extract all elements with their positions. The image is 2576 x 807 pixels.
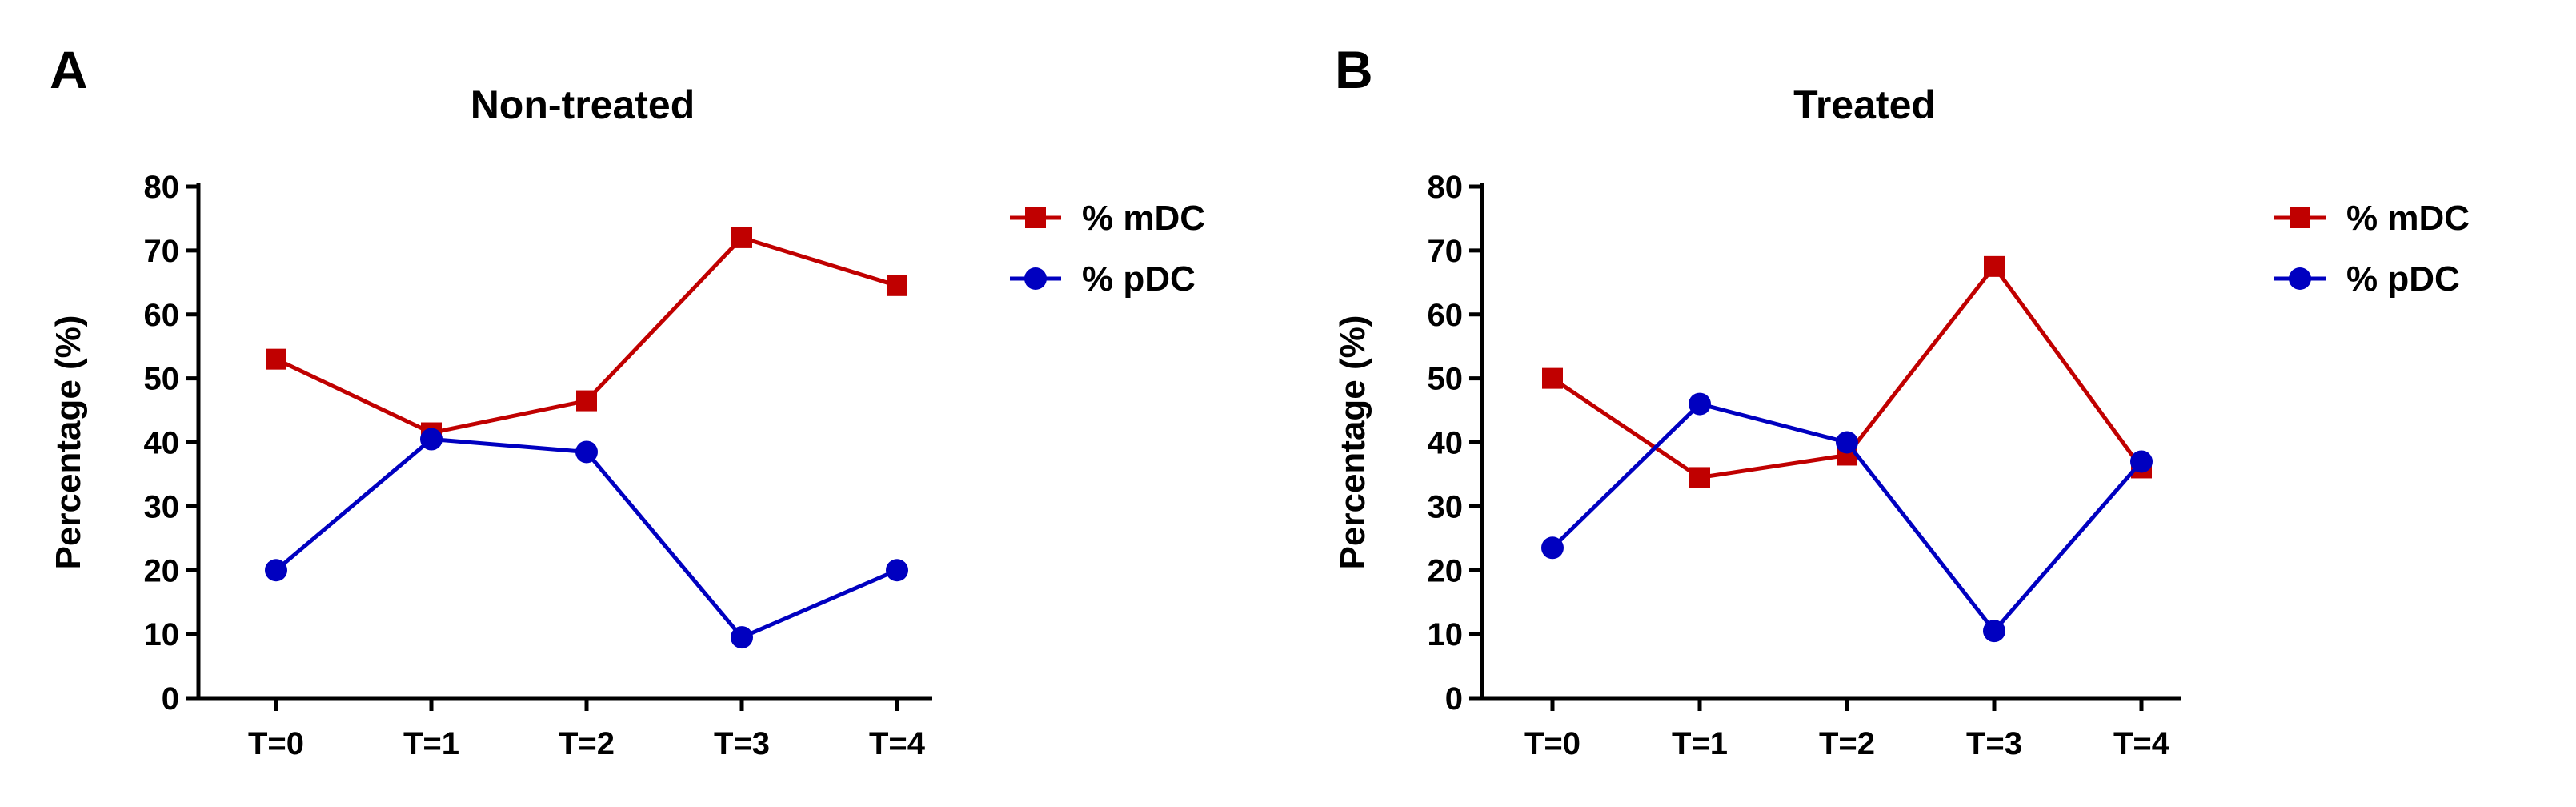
y-tick-label: 30 (144, 489, 180, 524)
data-point-square (1984, 255, 2005, 277)
y-axis-label: Percentage (%) (1333, 315, 1372, 570)
legend-marker-square (2290, 207, 2310, 228)
data-point-square (731, 227, 752, 248)
y-tick-label: 70 (1428, 234, 1464, 269)
legend-label: % pDC (1082, 259, 1196, 299)
y-tick-label: 10 (1428, 617, 1464, 652)
legend-label: % pDC (2346, 259, 2460, 299)
y-axis-label: Percentage (%) (49, 315, 88, 570)
legend-marker-circle (1024, 267, 1047, 290)
y-tick-label: 50 (1428, 362, 1464, 397)
data-point-circle (1689, 392, 1711, 416)
x-tick-label: T=4 (2113, 726, 2170, 761)
legend-marker-circle (2289, 267, 2311, 290)
x-tick-label: T=1 (403, 726, 459, 761)
y-tick-label: 60 (1428, 298, 1464, 333)
panel-letter: B (1335, 40, 1373, 99)
y-tick-label: 10 (144, 617, 180, 652)
chart-title: Non-treated (471, 82, 695, 127)
x-tick-label: T=0 (1524, 726, 1580, 761)
data-point-square (266, 348, 286, 370)
y-tick-label: 20 (1428, 553, 1464, 588)
data-point-circle (265, 559, 287, 582)
x-tick-label: T=2 (1819, 726, 1875, 761)
x-tick-label: T=4 (869, 726, 926, 761)
data-point-circle (2130, 450, 2153, 473)
legend-label: % mDC (2346, 199, 2470, 238)
legend-entry: % pDC (2274, 259, 2460, 299)
y-tick-label: 60 (144, 298, 180, 333)
y-tick-label: 20 (144, 553, 180, 588)
chart-panel-b: B Treated 0 10 20 30 40 50 60 70 80 T=0 T=1 T=2 T=3 T=4… (1333, 40, 2470, 761)
chart-title: Treated (1793, 82, 1936, 127)
panel-letter: A (50, 40, 88, 99)
chart-panel-a: A Non-treated 0 10 20 30 40 50 60 70 80 T=0 T=1 T=2 T=… (49, 40, 1205, 761)
y-tick-label: 80 (144, 170, 180, 205)
data-point-circle (1541, 536, 1564, 560)
data-point-circle (420, 428, 443, 451)
legend-marker-square (1025, 207, 1046, 228)
series-line (274, 437, 898, 640)
y-tick-label: 40 (1428, 426, 1464, 461)
data-point-circle (886, 559, 908, 582)
data-point-square (1689, 467, 1710, 488)
data-point-circle (575, 440, 598, 464)
y-tick-label: 40 (144, 426, 180, 461)
legend-entry: % mDC (1010, 199, 1205, 238)
x-tick-label: T=1 (1672, 726, 1728, 761)
y-tick-label: 30 (1428, 489, 1464, 524)
data-point-square (887, 275, 907, 296)
x-tick-label: T=3 (1966, 726, 2022, 761)
data-point-square (1542, 367, 1563, 389)
data-point-circle (1983, 620, 2005, 643)
x-tick-label: T=2 (559, 726, 615, 761)
y-tick-label: 70 (144, 234, 180, 269)
x-tick-label: T=3 (714, 726, 770, 761)
legend-entry: % mDC (2274, 199, 2470, 238)
y-tick-label: 50 (144, 362, 180, 397)
y-tick-label: 0 (1445, 681, 1463, 717)
legend-entry: % pDC (1010, 259, 1196, 299)
data-point-circle (731, 626, 753, 649)
legend-label: % mDC (1082, 199, 1205, 238)
data-point-square (576, 390, 597, 412)
x-tick-label: T=0 (248, 726, 304, 761)
data-point-circle (1836, 431, 1858, 454)
y-tick-label: 0 (162, 681, 179, 717)
y-tick-label: 80 (1428, 170, 1464, 205)
